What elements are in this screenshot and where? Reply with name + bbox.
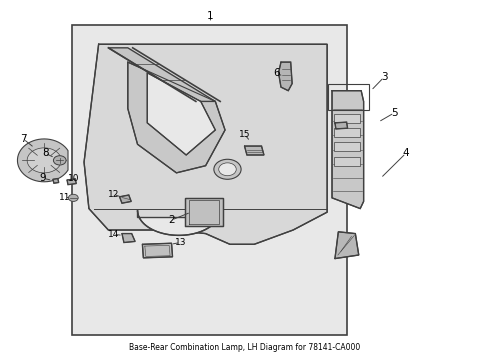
Text: Base-Rear Combination Lamp, LH Diagram for 78141-CA000: Base-Rear Combination Lamp, LH Diagram f… [129, 343, 359, 352]
Polygon shape [334, 232, 358, 258]
Polygon shape [278, 62, 291, 91]
Circle shape [68, 194, 78, 202]
Text: 9: 9 [40, 173, 46, 183]
Text: 13: 13 [174, 238, 186, 247]
Text: 2: 2 [168, 215, 175, 225]
Circle shape [218, 163, 236, 176]
Bar [327, 84, 369, 111]
Bar [334, 114, 359, 123]
Text: 12: 12 [107, 190, 119, 199]
Circle shape [213, 159, 241, 179]
Polygon shape [244, 146, 264, 155]
Circle shape [53, 156, 66, 165]
Polygon shape [137, 210, 220, 235]
Text: 10: 10 [67, 174, 79, 183]
Text: 8: 8 [42, 148, 48, 158]
Circle shape [27, 148, 61, 173]
Text: 6: 6 [272, 68, 279, 78]
Text: 11: 11 [59, 193, 70, 202]
Polygon shape [331, 91, 363, 208]
Polygon shape [147, 73, 215, 155]
Polygon shape [67, 179, 76, 185]
Polygon shape [142, 243, 172, 258]
Bar [72, 24, 346, 336]
Polygon shape [185, 198, 222, 226]
Polygon shape [119, 195, 131, 203]
Text: 14: 14 [107, 230, 119, 239]
Text: 4: 4 [402, 148, 408, 158]
Polygon shape [18, 139, 68, 182]
Polygon shape [108, 48, 215, 102]
Bar [334, 157, 359, 166]
Bar [334, 143, 359, 152]
Text: 3: 3 [380, 72, 386, 82]
Polygon shape [84, 44, 326, 244]
Polygon shape [122, 234, 135, 243]
Text: 1: 1 [207, 11, 213, 21]
Polygon shape [53, 179, 59, 183]
Text: 5: 5 [390, 108, 397, 118]
Polygon shape [334, 122, 347, 129]
Text: 15: 15 [238, 130, 250, 139]
Polygon shape [127, 62, 224, 173]
Bar [334, 128, 359, 137]
Text: 7: 7 [20, 134, 26, 144]
